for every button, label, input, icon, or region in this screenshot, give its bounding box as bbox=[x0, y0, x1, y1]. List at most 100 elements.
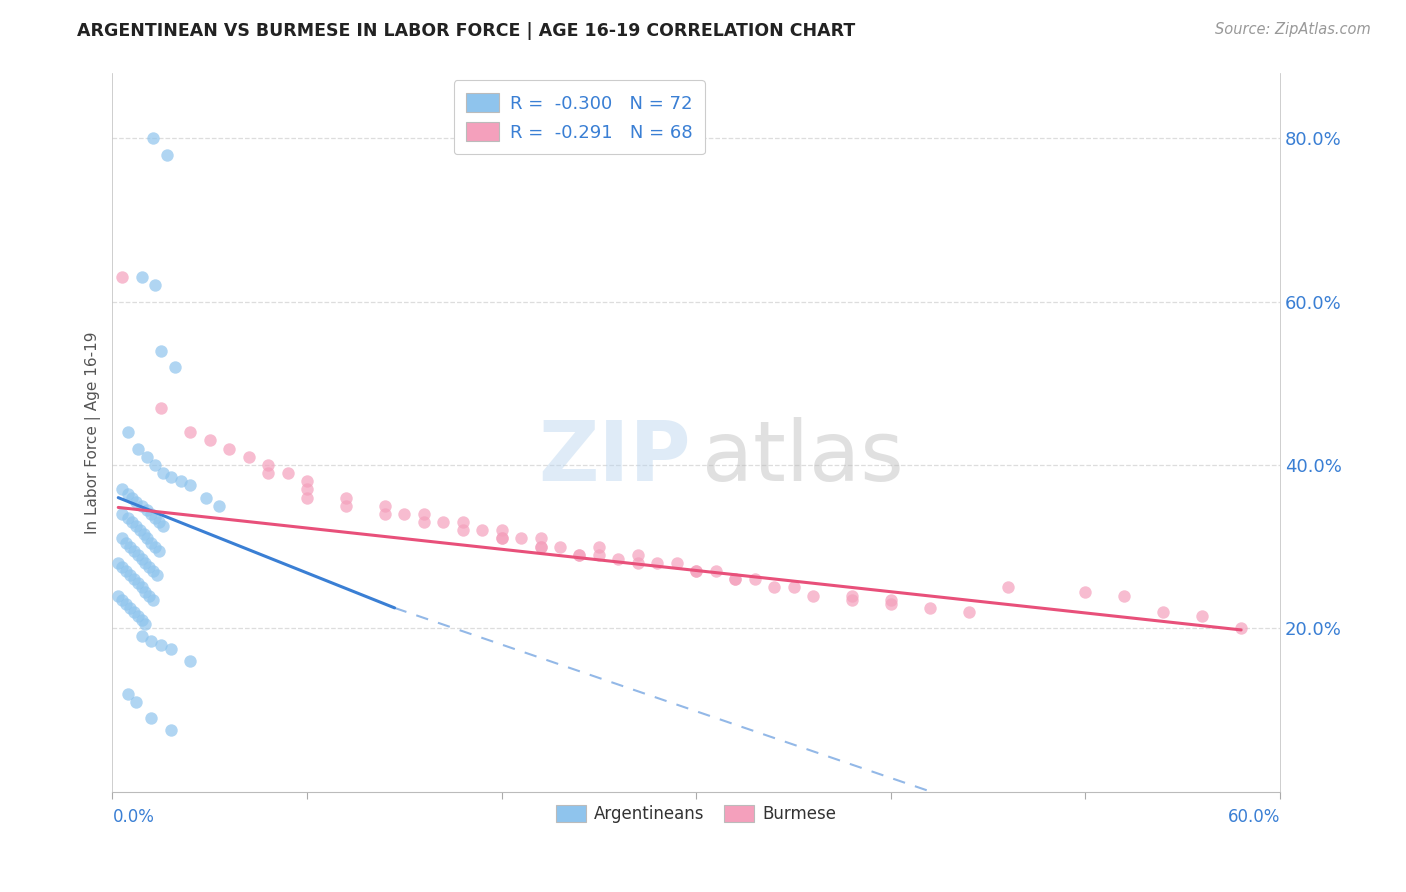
Point bbox=[150, 401, 173, 415]
Point bbox=[131, 499, 153, 513]
Point bbox=[763, 581, 786, 595]
Point bbox=[141, 633, 163, 648]
Point bbox=[295, 483, 318, 497]
Point bbox=[146, 568, 169, 582]
Point bbox=[529, 540, 551, 554]
Point bbox=[150, 343, 173, 358]
Point bbox=[704, 564, 727, 578]
Point bbox=[1074, 584, 1097, 599]
Point bbox=[607, 552, 630, 566]
Point bbox=[491, 532, 513, 546]
Point bbox=[136, 450, 159, 464]
Point bbox=[918, 600, 941, 615]
Point bbox=[685, 564, 707, 578]
Point bbox=[627, 556, 650, 570]
Point bbox=[115, 564, 138, 578]
Point bbox=[238, 450, 260, 464]
Point bbox=[117, 687, 139, 701]
Point bbox=[125, 494, 148, 508]
Point bbox=[568, 548, 591, 562]
Point bbox=[138, 589, 160, 603]
Point bbox=[125, 695, 148, 709]
Point bbox=[141, 711, 163, 725]
Point bbox=[257, 458, 280, 472]
Point bbox=[627, 548, 650, 562]
Point bbox=[159, 470, 181, 484]
Point bbox=[117, 486, 139, 500]
Y-axis label: In Labor Force | Age 16-19: In Labor Force | Age 16-19 bbox=[86, 331, 101, 533]
Point bbox=[143, 511, 166, 525]
Text: ZIP: ZIP bbox=[538, 417, 690, 498]
Point bbox=[1230, 621, 1253, 635]
Point bbox=[141, 535, 163, 549]
Point bbox=[142, 592, 165, 607]
Point bbox=[724, 572, 747, 586]
Point bbox=[179, 478, 201, 492]
Point bbox=[1152, 605, 1174, 619]
Point bbox=[665, 556, 688, 570]
Point bbox=[1191, 609, 1213, 624]
Point bbox=[142, 131, 165, 145]
Point bbox=[117, 425, 139, 440]
Point bbox=[107, 589, 129, 603]
Point bbox=[841, 589, 863, 603]
Point bbox=[335, 491, 357, 505]
Point bbox=[744, 572, 766, 586]
Point bbox=[142, 564, 165, 578]
Point bbox=[471, 524, 494, 538]
Point bbox=[127, 548, 149, 562]
Point bbox=[143, 458, 166, 472]
Text: atlas: atlas bbox=[702, 417, 904, 498]
Point bbox=[127, 576, 149, 591]
Point bbox=[111, 592, 134, 607]
Point bbox=[957, 605, 980, 619]
Point bbox=[451, 515, 474, 529]
Point bbox=[198, 434, 221, 448]
Point bbox=[122, 543, 145, 558]
Point bbox=[107, 556, 129, 570]
Point bbox=[141, 507, 163, 521]
Point bbox=[277, 466, 299, 480]
Point bbox=[138, 560, 160, 574]
Point bbox=[118, 540, 141, 554]
Point bbox=[218, 442, 240, 456]
Point bbox=[257, 466, 280, 480]
Point bbox=[131, 581, 153, 595]
Point bbox=[491, 524, 513, 538]
Legend: Argentineans, Burmese: Argentineans, Burmese bbox=[548, 798, 844, 830]
Point bbox=[163, 359, 186, 374]
Point bbox=[111, 560, 134, 574]
Point bbox=[568, 548, 591, 562]
Point bbox=[529, 540, 551, 554]
Point bbox=[588, 540, 610, 554]
Point bbox=[510, 532, 533, 546]
Point bbox=[529, 532, 551, 546]
Point bbox=[148, 543, 170, 558]
Point bbox=[782, 581, 804, 595]
Text: ARGENTINEAN VS BURMESE IN LABOR FORCE | AGE 16-19 CORRELATION CHART: ARGENTINEAN VS BURMESE IN LABOR FORCE | … bbox=[77, 22, 856, 40]
Point bbox=[134, 556, 156, 570]
Point bbox=[548, 540, 571, 554]
Point bbox=[111, 270, 134, 285]
Point bbox=[118, 600, 141, 615]
Point bbox=[131, 613, 153, 627]
Point bbox=[412, 507, 434, 521]
Point bbox=[179, 654, 201, 668]
Text: 60.0%: 60.0% bbox=[1227, 808, 1279, 826]
Point bbox=[132, 527, 155, 541]
Point bbox=[127, 442, 149, 456]
Point bbox=[131, 630, 153, 644]
Text: 0.0%: 0.0% bbox=[112, 808, 155, 826]
Point bbox=[841, 592, 863, 607]
Point bbox=[152, 466, 174, 480]
Point bbox=[125, 519, 148, 533]
Point bbox=[118, 568, 141, 582]
Point bbox=[115, 535, 138, 549]
Point bbox=[131, 552, 153, 566]
Point bbox=[122, 572, 145, 586]
Point bbox=[134, 617, 156, 632]
Point bbox=[997, 581, 1019, 595]
Text: Source: ZipAtlas.com: Source: ZipAtlas.com bbox=[1215, 22, 1371, 37]
Point bbox=[136, 532, 159, 546]
Point bbox=[647, 556, 669, 570]
